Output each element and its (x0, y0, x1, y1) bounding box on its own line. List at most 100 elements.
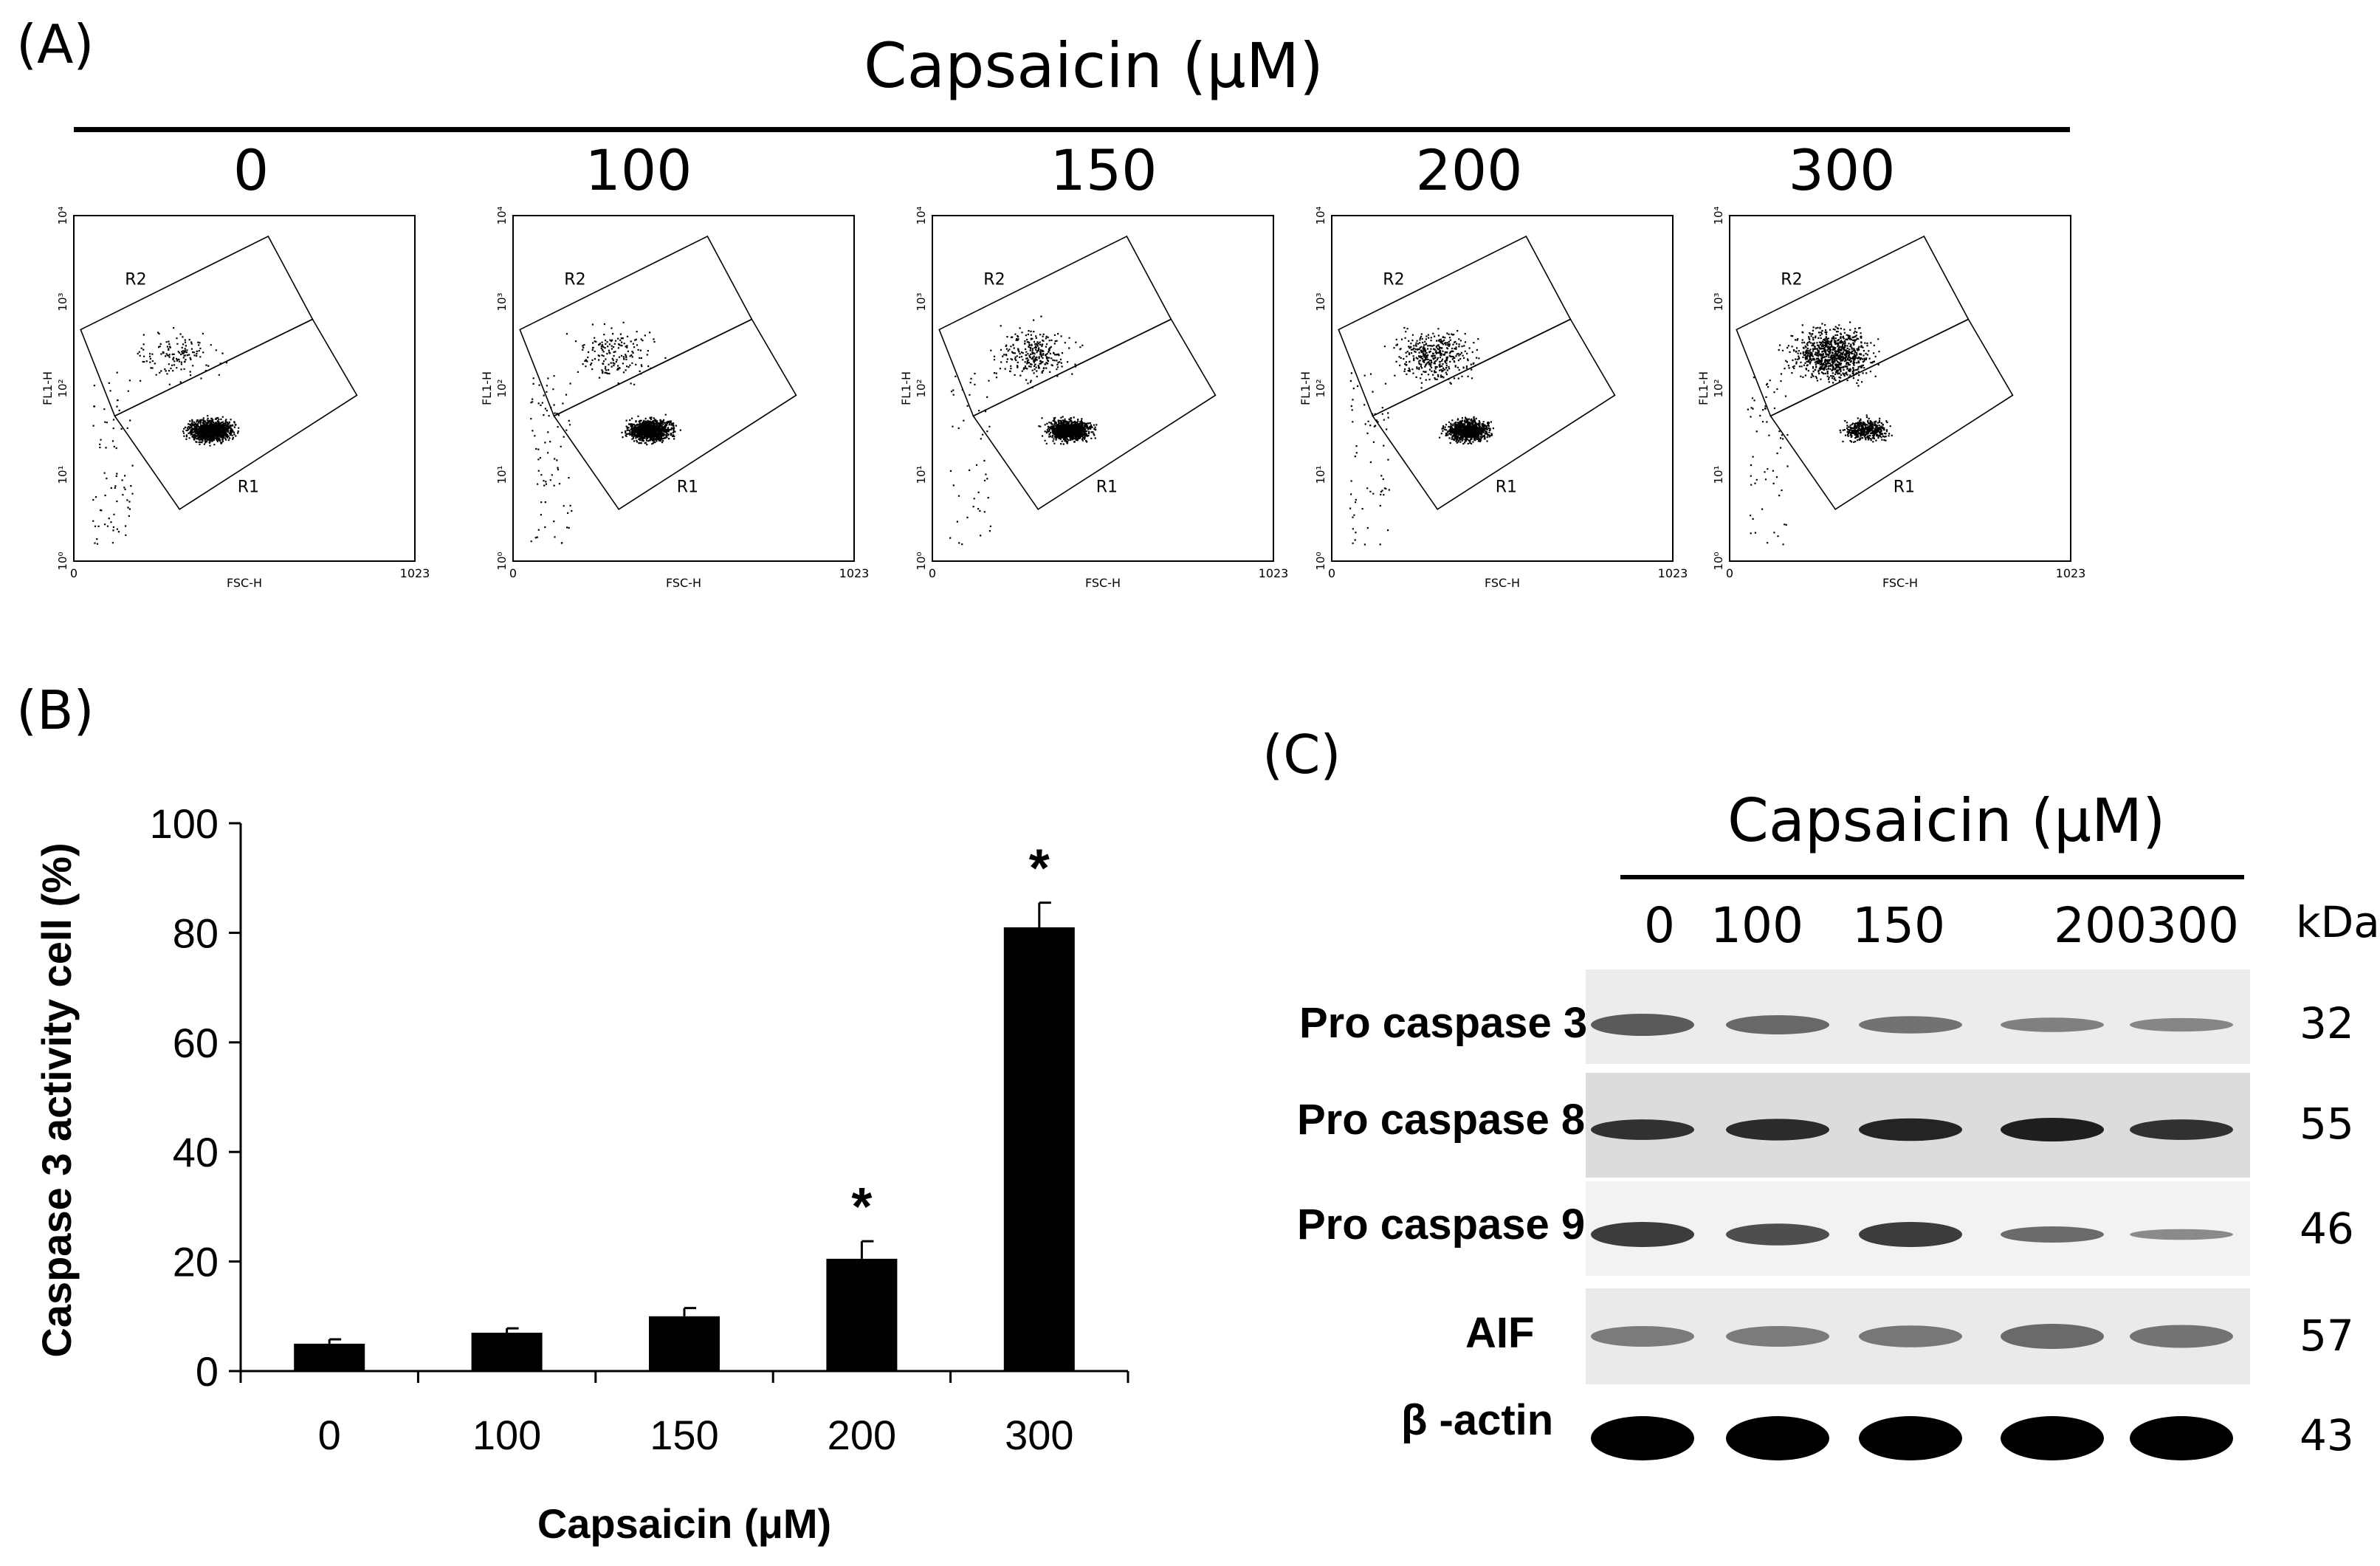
blot-lane-label: 300 (2146, 897, 2239, 954)
flow-dose-label: 0 (233, 137, 269, 203)
error-bar (1038, 902, 1051, 927)
panel-label-c: (C) (1262, 724, 1341, 786)
blot-strip-bg (1586, 969, 2250, 1064)
blot-unit-label: kDa (2296, 897, 2380, 947)
protein-band (1591, 1326, 1694, 1347)
event-dots (1349, 326, 1494, 546)
blot-row-label: Pro caspase 3 (1299, 999, 1588, 1047)
y-axis-label: FL1-H (1299, 371, 1313, 405)
protein-band (2001, 1324, 2104, 1349)
y-tick-label: 10³ (56, 292, 69, 311)
blot-strip (1586, 1399, 2250, 1473)
y-tick-label: 10⁴ (915, 206, 928, 224)
plot-frame (1729, 215, 2071, 562)
x-tick-label: 1023 (1658, 566, 1688, 580)
x-tick-label: 200 (828, 1412, 896, 1458)
blot-strip-bg (1586, 1399, 2250, 1473)
y-tick-label: 40 (173, 1129, 219, 1175)
protein-band (2130, 1325, 2233, 1348)
x-tick-label: 1023 (2056, 566, 2086, 580)
y-tick-label: 10³ (1314, 292, 1327, 311)
gate-r1 (1372, 318, 1616, 510)
protein-band (1726, 1014, 1829, 1035)
blot-title: Capsaicin (μM) (1727, 786, 2166, 855)
y-tick-label: 10¹ (56, 465, 69, 484)
protein-band (2001, 1416, 2104, 1460)
x-tick-label: 0 (70, 566, 78, 580)
gate-r1 (114, 318, 358, 510)
protein-band (2130, 1017, 2233, 1032)
blot-mw-label: 55 (2300, 1099, 2354, 1149)
bar (294, 1343, 365, 1371)
gate-label: R2 (564, 271, 585, 289)
y-axis-label: FL1-H (41, 371, 55, 405)
protein-band (1859, 1016, 1962, 1034)
flow-dose-label: 150 (1050, 137, 1158, 203)
flow-plot: R2 R1 FSC-H 0 1023 FL1-H 10⁰ 10¹ 10² 10³ 10⁴ (899, 206, 1288, 590)
blot-row-label: β -actin (1401, 1396, 1554, 1444)
protein-band (1591, 1222, 1694, 1247)
flow-title: Capsaicin (μM) (864, 30, 1324, 102)
x-tick-label: 1023 (1259, 566, 1289, 580)
protein-band (2130, 1416, 2233, 1460)
protein-band (1859, 1416, 1962, 1460)
gate-label: R1 (238, 478, 259, 496)
y-tick-label: 10⁰ (495, 552, 509, 570)
y-tick-label: 10² (495, 379, 509, 397)
blot-mw-label: 43 (2300, 1410, 2354, 1460)
blot-strip (1586, 1288, 2250, 1384)
panel-label-a: (A) (16, 13, 94, 75)
flow-plot: R2 R1 FSC-H 0 1023 FL1-H 10⁰ 10¹ 10² 10³ 10⁴ (41, 206, 430, 590)
x-tick-label: 0 (318, 1412, 341, 1458)
y-tick-label: 80 (173, 910, 219, 956)
x-tick-label: 0 (509, 566, 517, 580)
flow-title-rule (74, 127, 2070, 132)
bar (649, 1316, 720, 1371)
flow-plot: R2 R1 FSC-H 0 1023 FL1-H 10⁰ 10¹ 10² 10³ 10⁴ (1299, 206, 1688, 590)
flow-dose-label: 300 (1788, 137, 1896, 203)
event-dots (949, 315, 1098, 546)
plot-frame (932, 215, 1274, 562)
bar (471, 1333, 543, 1371)
blot-row-label: Pro caspase 8 (1297, 1096, 1586, 1144)
y-tick-label: 10³ (915, 292, 928, 311)
y-tick-label: 60 (173, 1020, 219, 1066)
y-tick-label: 10⁴ (495, 206, 509, 224)
y-tick-label: 10² (1712, 379, 1725, 397)
y-tick-label: 10² (915, 379, 928, 397)
y-tick-label: 0 (196, 1348, 219, 1395)
y-tick-label: 10¹ (1314, 465, 1327, 484)
blot-strip-bg (1586, 1073, 2250, 1178)
gate-label: R2 (125, 271, 146, 289)
y-tick-label: 100 (150, 800, 219, 847)
plot-frame (1331, 215, 1674, 562)
gate-label: R2 (1781, 271, 1802, 289)
gate-r1 (553, 318, 797, 510)
blot-strip (1586, 1073, 2250, 1178)
protein-band (2001, 1017, 2104, 1032)
protein-band (1591, 1119, 1694, 1140)
y-tick-label: 20 (173, 1239, 219, 1285)
y-axis-label: FL1-H (899, 371, 913, 405)
blot-lane-label: 200 (2054, 897, 2147, 954)
protein-band (1859, 1118, 1962, 1141)
plot-frame (512, 215, 855, 562)
protein-band (1859, 1222, 1962, 1247)
x-axis-label: FSC-H (666, 576, 701, 590)
blot-lane-label: 150 (1852, 897, 1945, 954)
event-dots (1747, 321, 1893, 546)
x-axis-label: FSC-H (227, 576, 262, 590)
x-tick-label: 300 (1005, 1412, 1073, 1458)
flow-plot: R2 R1 FSC-H 0 1023 FL1-H 10⁰ 10¹ 10² 10³ 10⁴ (1696, 206, 2085, 590)
significance-marker: * (851, 1178, 872, 1237)
plot-frame (73, 215, 416, 562)
x-tick-label: 0 (1328, 566, 1335, 580)
y-tick-label: 10² (56, 379, 69, 397)
blot-row-label: AIF (1465, 1309, 1535, 1357)
y-axis-label: FL1-H (1696, 371, 1710, 405)
blot-lane-label: 100 (1710, 897, 1803, 954)
blot-strip (1586, 969, 2250, 1064)
gate-r1 (1769, 318, 2014, 510)
x-axis-label: FSC-H (1485, 576, 1520, 590)
blot-lane-label: 0 (1644, 897, 1675, 954)
